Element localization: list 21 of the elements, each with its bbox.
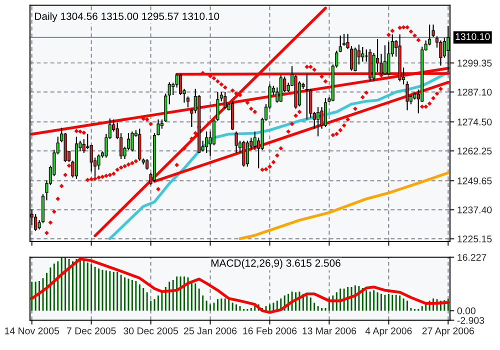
- text: Daily 1304.56 1315.00 1295.57 1310.10: [35, 12, 220, 22]
- x-tick-label: 7 Dec 2005: [66, 327, 116, 334]
- y-tick-label: 1262.25: [458, 148, 492, 154]
- y-tick-label: 1274.50: [458, 118, 492, 126]
- y-tick-label: 1249.65: [458, 177, 492, 184]
- x-tick-label: 16 Feb 2006: [243, 327, 297, 334]
- x-tick-label: 25 Jan 2006: [184, 327, 237, 334]
- y-tick-label: 1237.40: [458, 206, 492, 214]
- y-tick-label: 0.00: [457, 307, 476, 314]
- y-tick-label: 16.227: [458, 254, 486, 261]
- ref-line-label: 1310.10: [456, 33, 490, 40]
- y-tick-label: 1287.10: [458, 88, 492, 96]
- x-tick-label: 4 Apr 2006: [365, 327, 412, 336]
- y-tick-label: 1225.15: [458, 236, 492, 242]
- x-tick-label: 27 Apr 2006: [422, 327, 474, 336]
- x-tick-label: 14 Nov 2005: [5, 327, 60, 334]
- chart-title: MACD(12,26,9) 3.615 2.506: [211, 259, 340, 269]
- x-tick-label: 13 Mar 2006: [302, 327, 356, 334]
- y-tick-label: 1299.35: [458, 60, 492, 67]
- x-tick-label: 30 Dec 2005: [124, 327, 178, 334]
- y-tick-label: -2.903: [457, 316, 484, 324]
